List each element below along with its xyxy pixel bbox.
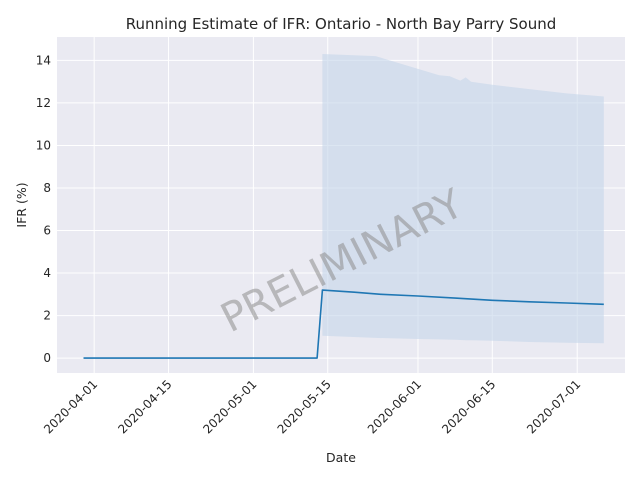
ifr-estimate-line (83, 289, 604, 359)
y-tick-label: 14 (36, 53, 51, 67)
series-layer (83, 289, 604, 359)
y-axis-label: IFR (%) (14, 182, 29, 227)
ifr-confidence-band (322, 54, 604, 344)
y-ticks: 0 2 4 6 8 10 12 14 (36, 53, 51, 365)
y-tick-label: 4 (43, 266, 51, 280)
y-tick-label: 6 (43, 224, 51, 238)
x-axis-label: Date (326, 450, 356, 465)
x-tick-label: 2020-06-01 (365, 377, 424, 436)
y-tick-label: 0 (43, 351, 51, 365)
y-tick-label: 8 (43, 181, 51, 195)
x-tick-label: 2020-07-01 (524, 377, 583, 436)
y-tick-label: 2 (43, 309, 51, 323)
y-tick-label: 12 (36, 96, 51, 110)
x-tick-label: 2020-05-15 (275, 377, 334, 436)
confidence-band (322, 54, 604, 344)
x-tick-label: 2020-04-15 (115, 377, 174, 436)
x-tick-label: 2020-06-15 (439, 377, 498, 436)
y-tick-label: 10 (36, 138, 51, 152)
x-tick-label: 2020-05-01 (200, 377, 259, 436)
chart-title: Running Estimate of IFR: Ontario - North… (126, 15, 557, 33)
x-ticks: 2020-04-01 2020-04-15 2020-05-01 2020-05-15… (41, 377, 583, 436)
x-tick-label: 2020-04-01 (41, 377, 100, 436)
